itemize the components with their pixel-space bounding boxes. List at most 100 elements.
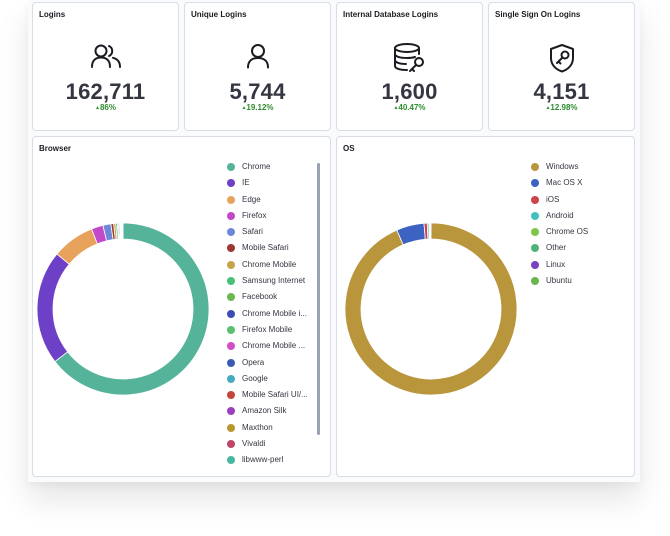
metric-change: ▲12.98% bbox=[489, 103, 634, 112]
shield-key-icon bbox=[548, 43, 576, 78]
database-key-icon bbox=[393, 43, 427, 78]
arrow-up-icon: ▲ bbox=[545, 105, 551, 111]
legend-swatch bbox=[531, 228, 539, 237]
legend-swatch bbox=[531, 260, 539, 269]
legend-label: Firefox bbox=[242, 210, 267, 220]
legend-item[interactable]: iOS bbox=[531, 192, 588, 208]
os-donut-chart bbox=[344, 222, 518, 396]
legend-item[interactable]: IE bbox=[227, 175, 308, 191]
legend-swatch bbox=[531, 277, 539, 286]
change-value: 86% bbox=[99, 103, 116, 112]
legend-swatch bbox=[531, 244, 539, 253]
arrow-up-icon: ▲ bbox=[95, 105, 100, 111]
browser-panel: Browser Chrome IE Edge Firefox Safari Mobile … bbox=[32, 136, 331, 477]
legend-item[interactable]: Ubuntu bbox=[531, 273, 588, 289]
legend-label: Windows bbox=[546, 162, 579, 171]
legend-swatch bbox=[227, 195, 235, 204]
os-slice-windows[interactable] bbox=[344, 222, 518, 396]
legend-item[interactable]: Edge bbox=[227, 192, 308, 208]
legend-item[interactable]: Samsung Internet bbox=[227, 273, 308, 289]
legend-label: Maxthon bbox=[242, 422, 273, 432]
legend-label: Chrome OS bbox=[546, 227, 589, 237]
browser-slice-edge[interactable] bbox=[56, 228, 98, 265]
legend-item[interactable]: Safari bbox=[227, 224, 308, 240]
legend-item[interactable]: Opera bbox=[227, 355, 308, 371]
legend-label: Mobile Safari bbox=[242, 243, 289, 253]
legend-label: Google bbox=[242, 373, 268, 383]
legend-item[interactable]: Firefox Mobile bbox=[227, 322, 308, 338]
legend-scrollbar[interactable] bbox=[317, 163, 320, 435]
legend-item[interactable]: Google bbox=[227, 371, 308, 387]
legend-swatch bbox=[227, 277, 235, 286]
legend-item[interactable]: Chrome OS bbox=[531, 224, 588, 240]
legend-swatch bbox=[227, 358, 235, 367]
legend-item[interactable]: Chrome Mobile bbox=[227, 257, 308, 273]
legend-label: Mobile Safari UI/... bbox=[242, 390, 308, 400]
legend-item[interactable]: Mac OS X bbox=[531, 175, 588, 191]
metric-value: 1,600 bbox=[381, 79, 438, 104]
browser-slice-ie[interactable] bbox=[36, 253, 70, 363]
panel-title: Browser bbox=[39, 144, 72, 153]
legend-label: libwww-perl bbox=[242, 455, 284, 465]
legend-swatch bbox=[227, 342, 235, 351]
arrow-up-icon: ▲ bbox=[241, 105, 247, 111]
legend-item[interactable]: Windows bbox=[531, 159, 588, 175]
legend-swatch bbox=[227, 293, 235, 302]
legend-swatch bbox=[227, 244, 235, 253]
panel-title: Unique Logins bbox=[191, 10, 247, 19]
user-icon bbox=[245, 43, 271, 74]
legend-label: Ubuntu bbox=[546, 276, 572, 286]
change-value: 12.98% bbox=[550, 103, 578, 112]
legend-swatch bbox=[227, 260, 235, 269]
legend-label: Samsung Internet bbox=[242, 276, 306, 286]
panel-title: Single Sign On Logins bbox=[495, 10, 581, 19]
metric-value: 5,744 bbox=[229, 79, 286, 104]
legend-swatch bbox=[227, 456, 235, 465]
panel-title: Logins bbox=[39, 10, 66, 19]
legend-label: Firefox Mobile bbox=[242, 324, 293, 334]
legend-swatch bbox=[531, 195, 539, 204]
browser-slice-chrome[interactable] bbox=[54, 222, 210, 396]
legend-label: Safari bbox=[242, 227, 263, 237]
legend-item[interactable]: Chrome Mobile ... bbox=[227, 338, 308, 354]
metric-change: ▲40.47% bbox=[337, 103, 482, 112]
os-panel: OS Windows Mac OS X iOS Android Chrome OS Oth… bbox=[336, 136, 635, 477]
legend-item[interactable]: Other bbox=[531, 240, 588, 256]
legend-label: Edge bbox=[242, 194, 261, 204]
arrow-up-icon: ▲ bbox=[393, 105, 399, 111]
legend-swatch bbox=[227, 211, 235, 220]
legend-swatch bbox=[227, 391, 235, 400]
panel-title: OS bbox=[343, 144, 355, 153]
change-value: 19.12% bbox=[246, 103, 274, 112]
panel-title: Internal Database Logins bbox=[343, 10, 439, 19]
legend-swatch bbox=[227, 325, 235, 334]
legend-item[interactable]: Facebook bbox=[227, 289, 308, 305]
legend-swatch bbox=[531, 179, 539, 188]
legend-item[interactable]: Linux bbox=[531, 257, 588, 273]
legend-item[interactable]: Amazon Silk bbox=[227, 403, 308, 419]
metric-panel-logins: Logins 162,711 ▲86% bbox=[32, 2, 179, 131]
metric-value: 162,711 bbox=[65, 79, 146, 104]
legend-swatch bbox=[227, 179, 235, 188]
legend-label: Other bbox=[546, 243, 567, 253]
legend-item[interactable]: Mobile Safari bbox=[227, 240, 308, 256]
legend-label: Linux bbox=[546, 259, 566, 269]
legend-label: Chrome bbox=[242, 162, 271, 171]
legend-label: Vivaldi bbox=[242, 439, 266, 449]
legend-label: Amazon Silk bbox=[242, 406, 287, 416]
legend-item[interactable]: Maxthon bbox=[227, 420, 308, 436]
legend-item[interactable]: Firefox bbox=[227, 208, 308, 224]
legend-swatch bbox=[227, 440, 235, 449]
legend-swatch bbox=[227, 228, 235, 237]
legend-item[interactable]: Chrome Mobile i... bbox=[227, 306, 308, 322]
legend-item[interactable]: Mobile Safari UI/... bbox=[227, 387, 308, 403]
legend-item[interactable]: Chrome bbox=[227, 159, 308, 175]
legend-label: Mac OS X bbox=[546, 178, 583, 188]
legend-item[interactable]: Android bbox=[531, 208, 588, 224]
legend-swatch bbox=[227, 163, 235, 171]
legend-label: IE bbox=[242, 178, 250, 188]
legend-item[interactable]: Vivaldi bbox=[227, 436, 308, 452]
users-icon bbox=[90, 43, 122, 74]
legend-swatch bbox=[227, 423, 235, 432]
legend-item[interactable]: libwww-perl bbox=[227, 452, 308, 468]
